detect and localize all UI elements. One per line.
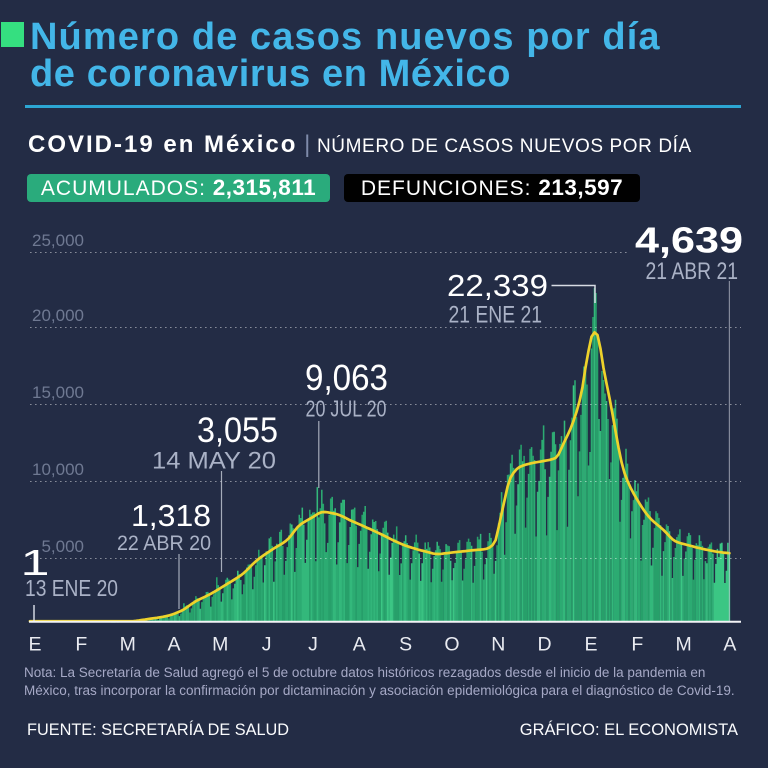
svg-text:O: O: [444, 634, 459, 656]
svg-text:22,339: 22,339: [447, 269, 548, 303]
svg-text:9,063: 9,063: [305, 357, 388, 398]
svg-text:15,000: 15,000: [32, 383, 84, 402]
svg-text:F: F: [631, 634, 643, 656]
svg-text:N: N: [491, 634, 505, 656]
svg-text:M: M: [675, 634, 691, 656]
svg-text:21 ABR 21: 21 ABR 21: [646, 258, 739, 285]
svg-text:25,000: 25,000: [32, 231, 84, 250]
svg-text:F: F: [75, 634, 87, 656]
svg-text:20 JUL 20: 20 JUL 20: [306, 396, 387, 422]
svg-text:S: S: [399, 634, 412, 656]
svg-text:D: D: [538, 634, 552, 656]
svg-text:22 ABR 20: 22 ABR 20: [117, 532, 211, 555]
svg-text:A: A: [167, 634, 180, 656]
svg-text:M: M: [212, 634, 228, 656]
svg-text:4,639: 4,639: [635, 220, 743, 261]
svg-text:1: 1: [21, 542, 50, 583]
svg-text:5,000: 5,000: [41, 537, 84, 556]
svg-text:A: A: [353, 634, 366, 656]
svg-text:A: A: [723, 634, 736, 656]
svg-text:13 ENE 20: 13 ENE 20: [25, 575, 118, 601]
svg-text:E: E: [28, 634, 41, 656]
svg-text:3,055: 3,055: [197, 411, 278, 450]
svg-text:J: J: [308, 634, 318, 656]
svg-text:1,318: 1,318: [131, 499, 211, 533]
svg-text:21 ENE 21: 21 ENE 21: [449, 302, 543, 329]
svg-text:14 MAY 20: 14 MAY 20: [152, 448, 276, 475]
svg-text:20,000: 20,000: [32, 306, 84, 325]
svg-text:E: E: [584, 634, 597, 656]
svg-text:M: M: [120, 634, 136, 656]
svg-text:J: J: [262, 634, 272, 656]
svg-text:10,000: 10,000: [32, 460, 84, 479]
